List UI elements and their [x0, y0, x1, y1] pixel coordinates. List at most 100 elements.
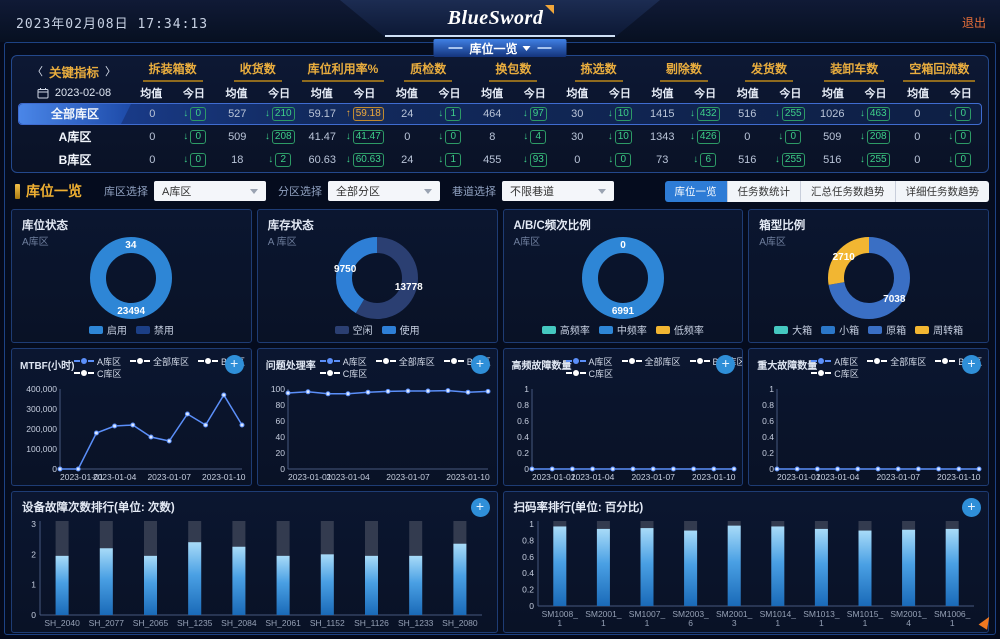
- indicator-column-label: 库位利用率%: [301, 60, 385, 82]
- today-badge: 2: [275, 153, 292, 167]
- bar-device-fault-title: 设备故障次数排行(单位: 次数): [22, 502, 175, 514]
- svg-text:0: 0: [524, 464, 529, 474]
- svg-text:1: 1: [524, 384, 529, 394]
- bar-scan-rate-expand-button[interactable]: +: [962, 498, 981, 517]
- indicator-row-全部库区[interactable]: 全部库区 0 ↓ 0 527 ↓ 210 59.17 ↑ 59.18 24 ↓ 1 464 ↓ 97 30 ↓ 10…: [18, 103, 982, 125]
- down-arrow-icon: ↓: [438, 154, 444, 165]
- svg-text:0.2: 0.2: [762, 448, 774, 458]
- down-arrow-icon: ↓: [268, 154, 274, 165]
- legend-item-原箱[interactable]: 原箱: [868, 322, 906, 337]
- panel-donut-box-type-ratio: 箱型比例 A库区 0 0 7038 2710 大箱 小箱 原箱 周转箱: [748, 209, 989, 343]
- chevron-down-icon: [250, 188, 258, 194]
- indicator-row-B库区[interactable]: B库区 0 ↓ 0 18 ↓ 2 60.63 ↓ 60.63 24 ↓ 1 455 ↓ 93 0 ↓ 0 73 ↓ 6 51…: [18, 149, 982, 171]
- zone-select[interactable]: 全部分区: [328, 181, 440, 201]
- indicator-column-header: 空箱回流数: [897, 60, 982, 82]
- avg-value: 0: [914, 131, 921, 143]
- line-major-fault-expand-button[interactable]: +: [962, 355, 981, 374]
- legend-dot: [572, 358, 579, 364]
- today-value: ↓ 0: [939, 107, 982, 121]
- indicator-cell: 60.63 ↓ 60.63: [301, 153, 386, 167]
- indicator-column-header: 装卸车数: [812, 60, 897, 82]
- aisle-select[interactable]: 不限巷道: [502, 181, 614, 201]
- indicator-row-A库区[interactable]: A库区 0 ↓ 0 509 ↓ 208 41.47 ↓ 41.47 0 ↓ 0 8 ↓ 4 30 ↓ 10 1343 ↓…: [18, 126, 982, 148]
- today-badge: 0: [955, 130, 972, 144]
- svg-text:SH_1126: SH_1126: [354, 618, 389, 628]
- legend-item-禁用[interactable]: 禁用: [135, 322, 174, 337]
- warehouse-select[interactable]: A库区: [154, 181, 266, 201]
- indicator-cell: 0 ↓ 0: [896, 153, 981, 167]
- legend-line: [703, 360, 710, 362]
- donut-location-status-subtitle: A库区: [22, 237, 49, 248]
- legend-item-高频率[interactable]: 高频率: [541, 322, 590, 337]
- legend-item-全部库区[interactable]: 全部库区: [375, 355, 435, 368]
- indicator-cell: 509 ↓ 208: [216, 130, 301, 144]
- avg-value: 59.17: [308, 108, 337, 120]
- view-button-detail-task-trend[interactable]: 详细任务数趋势: [894, 180, 989, 202]
- legend-item-空闲[interactable]: 空闲: [334, 322, 373, 337]
- legend-item-A库区[interactable]: A库区: [319, 355, 367, 368]
- svg-text:2023-01-04: 2023-01-04: [570, 472, 614, 482]
- today-value: ↓ 0: [174, 153, 217, 167]
- legend-item-C库区[interactable]: C库区: [74, 367, 122, 380]
- legend-item-低频率[interactable]: 低频率: [655, 322, 704, 337]
- legend-item-A库区[interactable]: A库区: [74, 355, 121, 368]
- bar-charts-row: 设备故障次数排行(单位: 次数) +0 1 2 3 SH_2040 SH_2077 SH_20…: [11, 491, 989, 633]
- legend-line: [565, 360, 572, 362]
- line-issue-rate-expand-button[interactable]: +: [470, 355, 490, 374]
- legend-label: C库区: [588, 368, 614, 379]
- bar-device-fault-expand-button[interactable]: +: [470, 498, 490, 517]
- legend-item-周转箱[interactable]: 周转箱: [915, 322, 963, 337]
- donut-box-type-ratio-legend: 大箱 小箱 原箱 周转箱: [749, 322, 988, 337]
- view-button-task-count-stats[interactable]: 任务数统计: [726, 180, 800, 202]
- svg-text:SM2001_1: SM2001_ 1: [585, 609, 622, 628]
- view-button-summary-task-trend[interactable]: 汇总任务数趋势: [800, 180, 895, 202]
- legend-item-全部库区[interactable]: 全部库区: [621, 355, 681, 368]
- legend-item-C库区[interactable]: C库区: [811, 367, 859, 380]
- date-picker[interactable]: 2023-02-08: [18, 87, 130, 99]
- legend-item-C库区[interactable]: C库区: [319, 367, 367, 380]
- legend-item-小箱[interactable]: 小箱: [821, 322, 859, 337]
- today-badge: 208: [866, 130, 890, 144]
- nav-tab-location-overview[interactable]: 库位一览: [433, 39, 567, 57]
- indicator-cell: 73 ↓ 6: [641, 153, 726, 167]
- line-mtbf-expand-button[interactable]: +: [224, 355, 244, 374]
- logout-button[interactable]: 退出: [961, 16, 986, 30]
- indicator-column-header: 库位利用率%: [300, 60, 385, 82]
- svg-text:SM2001_3: SM2001_ 3: [716, 609, 753, 628]
- avg-header: 均值: [566, 87, 589, 100]
- legend-item-中频率[interactable]: 中频率: [598, 322, 647, 337]
- legend-line: [689, 360, 696, 362]
- legend-dot: [81, 370, 87, 376]
- line-highfreq-fault-expand-button[interactable]: +: [716, 355, 736, 374]
- legend-label: 使用: [399, 326, 420, 337]
- legend-swatch: [774, 325, 789, 334]
- svg-text:2023-01-10: 2023-01-10: [937, 472, 981, 482]
- prev-indicators-arrow[interactable]: 〈: [31, 66, 43, 78]
- legend-item-全部库区[interactable]: 全部库区: [867, 355, 926, 368]
- legend-item-大箱[interactable]: 大箱: [774, 322, 812, 337]
- legend-item-使用[interactable]: 使用: [381, 322, 420, 337]
- svg-text:2023-01-10: 2023-01-10: [446, 472, 490, 482]
- today-badge: 426: [696, 130, 720, 144]
- legend-item-A库区[interactable]: A库区: [811, 355, 858, 368]
- avg-value: 516: [738, 154, 757, 166]
- legend-item-全部库区[interactable]: 全部库区: [130, 355, 189, 368]
- legend-item-A库区[interactable]: A库区: [565, 355, 613, 368]
- legend-item-C库区[interactable]: C库区: [565, 367, 614, 380]
- view-button-location-overview[interactable]: 库位一览: [664, 180, 727, 202]
- svg-text:SH_1233: SH_1233: [398, 618, 434, 628]
- down-arrow-icon: ↓: [689, 131, 695, 142]
- svg-text:1: 1: [529, 519, 534, 529]
- bar-scan-rate-title: 扫码率排行(单位: 百分比): [513, 502, 644, 514]
- donut-charts-row: 库位状态 A库区 23494 34 启用 禁用 库存状态 A 库区 13778 9750 空闲 使用 A…: [11, 209, 989, 343]
- legend-item-启用[interactable]: 启用: [88, 322, 127, 337]
- down-arrow-icon: ↓: [948, 108, 954, 119]
- next-indicators-arrow[interactable]: 〉: [105, 66, 116, 78]
- aisle-select-value: 不限巷道: [510, 186, 554, 198]
- svg-text:300,000: 300,000: [26, 404, 57, 414]
- calendar-icon: [37, 87, 49, 98]
- down-arrow-icon: ↓: [438, 108, 444, 119]
- legend-row-2: C库区: [319, 367, 491, 380]
- today-badge: 1: [445, 107, 462, 121]
